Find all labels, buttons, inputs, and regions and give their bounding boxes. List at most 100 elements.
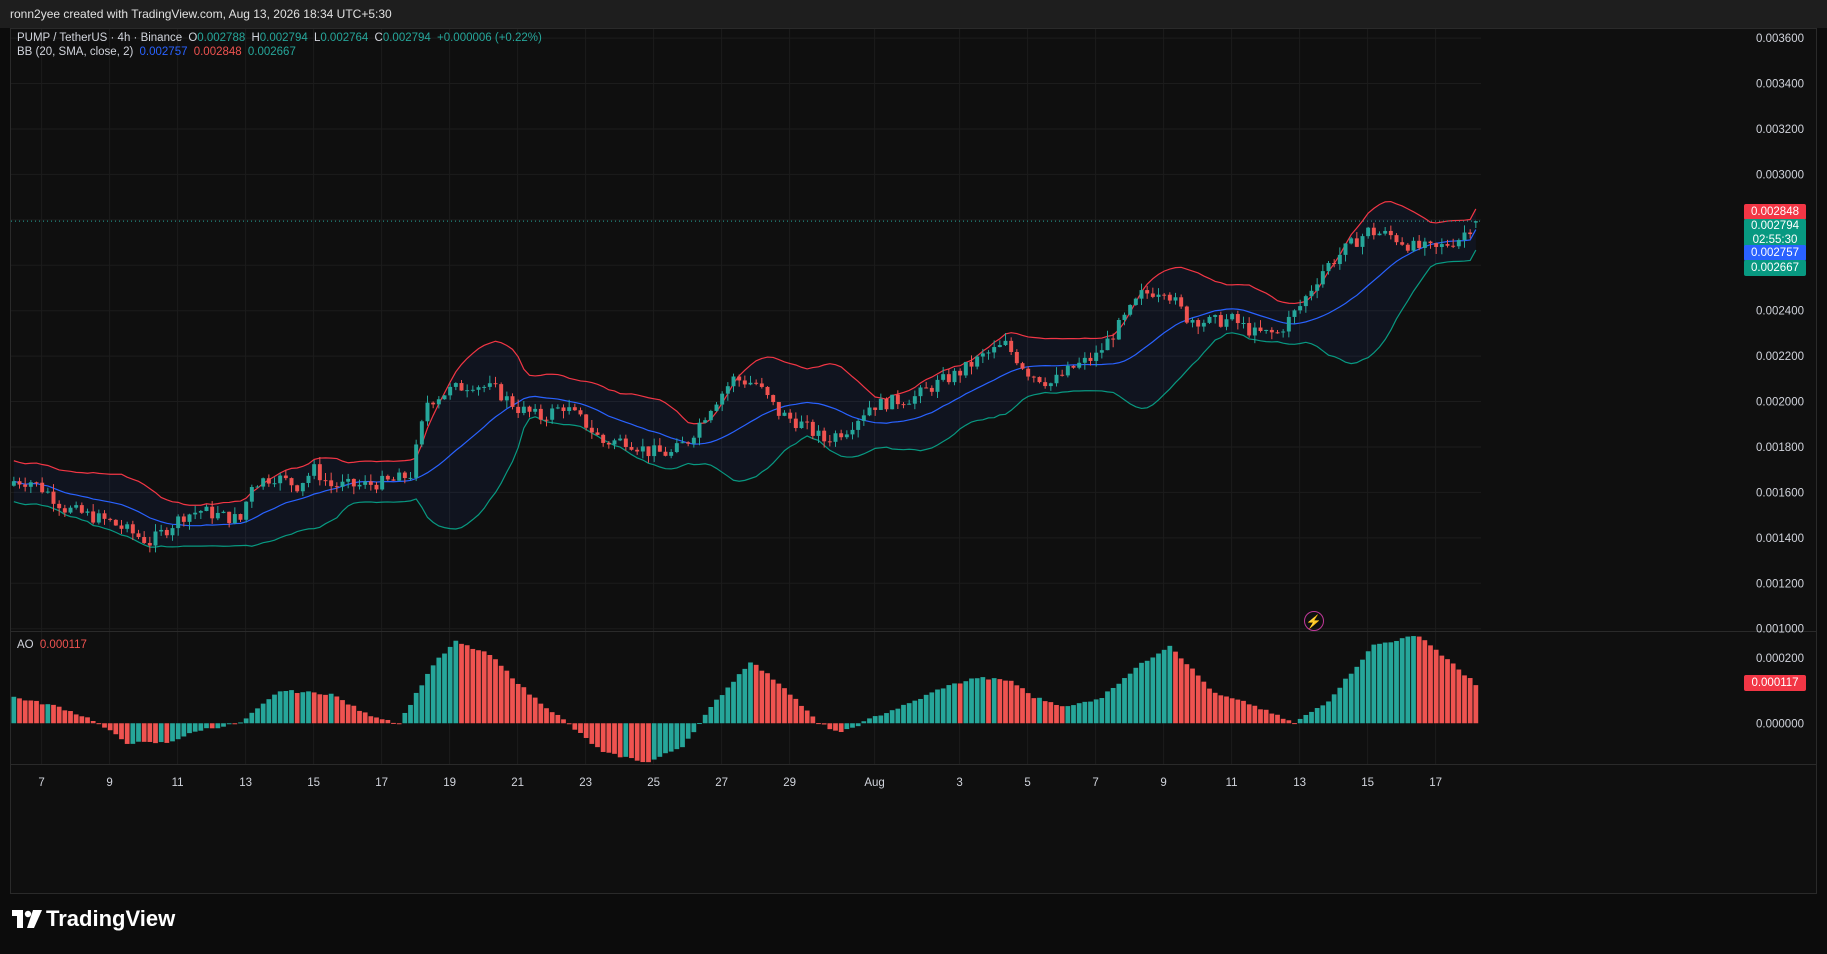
candle-body[interactable] [867, 407, 872, 416]
candle-body[interactable] [1354, 238, 1359, 247]
ao-histogram-bar[interactable] [538, 703, 544, 724]
ao-histogram-bar[interactable] [1263, 709, 1269, 724]
candle-body[interactable] [782, 412, 787, 416]
ao-histogram-bar[interactable] [442, 653, 447, 724]
candle-body[interactable] [1162, 294, 1167, 296]
ao-histogram-bar[interactable] [895, 708, 901, 724]
candle-body[interactable] [1473, 221, 1478, 223]
ao-histogram-bar[interactable] [1122, 678, 1127, 724]
ao-histogram-bar[interactable] [929, 692, 935, 724]
candle-body[interactable] [924, 387, 929, 389]
candle-body[interactable] [1167, 294, 1172, 301]
candle-body[interactable] [113, 519, 118, 526]
ao-histogram-bar[interactable] [368, 716, 374, 724]
candle-body[interactable] [1468, 232, 1473, 235]
candle-body[interactable] [255, 486, 260, 488]
ao-histogram-bar[interactable] [923, 694, 929, 724]
candle-body[interactable] [499, 384, 504, 401]
candle-body[interactable] [130, 524, 135, 534]
candle-body[interactable] [210, 506, 215, 519]
candle-body[interactable] [952, 370, 957, 383]
candle-body[interactable] [788, 412, 793, 419]
candle-body[interactable] [1269, 329, 1274, 333]
ao-histogram-bar[interactable] [685, 723, 691, 739]
ao-histogram-bar[interactable] [396, 723, 402, 725]
ao-histogram-bar[interactable] [1139, 662, 1144, 724]
candle-body[interactable] [368, 481, 373, 485]
ao-histogram-bar[interactable] [1388, 642, 1394, 724]
ao-histogram-bar[interactable] [759, 670, 765, 724]
candle-body[interactable] [771, 395, 776, 403]
candle-body[interactable] [1196, 320, 1201, 327]
ao-histogram-bar[interactable] [629, 723, 634, 759]
candle-body[interactable] [340, 481, 345, 487]
ao-histogram-bar[interactable] [334, 696, 340, 724]
ao-histogram-bar[interactable] [476, 650, 481, 724]
ao-histogram-bar[interactable] [300, 692, 306, 724]
ao-histogram-bar[interactable] [578, 723, 583, 733]
ao-histogram-bar[interactable] [1462, 675, 1467, 724]
ao-histogram-bar[interactable] [1054, 704, 1059, 724]
ao-histogram-bar[interactable] [28, 700, 34, 724]
ao-histogram-bar[interactable] [192, 723, 198, 732]
ao-histogram-bar[interactable] [181, 723, 187, 737]
candle-body[interactable] [329, 480, 334, 487]
candle-body[interactable] [1411, 240, 1416, 251]
candle-body[interactable] [346, 478, 351, 482]
ao-histogram-bar[interactable] [1003, 680, 1008, 724]
ao-histogram-bar[interactable] [385, 719, 391, 724]
ao-histogram-bar[interactable] [238, 722, 243, 724]
ao-histogram-bar[interactable] [232, 723, 238, 725]
candle-body[interactable] [1332, 263, 1337, 265]
candle-body[interactable] [1060, 374, 1065, 376]
ao-histogram-bar[interactable] [90, 721, 96, 724]
candle-body[interactable] [640, 446, 645, 452]
candle-body[interactable] [584, 414, 589, 428]
candle-body[interactable] [748, 382, 753, 385]
ao-histogram-bar[interactable] [419, 685, 425, 724]
ao-histogram-bar[interactable] [1416, 636, 1422, 724]
candle-body[interactable] [221, 511, 226, 513]
candle-body[interactable] [1371, 227, 1376, 236]
candle-body[interactable] [1026, 368, 1031, 377]
ao-histogram-bar[interactable] [1269, 713, 1275, 724]
ao-histogram-bar[interactable] [1037, 697, 1042, 724]
candle-body[interactable] [907, 403, 912, 405]
candle-body[interactable] [861, 415, 866, 421]
ao-histogram-bar[interactable] [544, 708, 549, 724]
candle-body[interactable] [470, 389, 475, 391]
candle-body[interactable] [317, 464, 322, 481]
candle-body[interactable] [442, 395, 447, 400]
ao-histogram-bar[interactable] [827, 723, 833, 730]
candle-body[interactable] [1451, 245, 1456, 247]
candle-body[interactable] [1020, 363, 1025, 369]
candle-body[interactable] [1082, 357, 1087, 363]
candle-body[interactable] [663, 451, 668, 456]
ao-histogram-bar[interactable] [1360, 659, 1365, 724]
ao-histogram-bar[interactable] [1190, 668, 1195, 724]
candle-body[interactable] [1173, 297, 1178, 301]
candle-body[interactable] [544, 419, 549, 421]
ao-histogram-bar[interactable] [498, 665, 504, 724]
ao-histogram-bar[interactable] [651, 723, 657, 760]
ao-histogram-bar[interactable] [719, 695, 725, 724]
ao-histogram-bar[interactable] [1309, 711, 1314, 724]
candle-body[interactable] [567, 407, 572, 411]
ao-histogram-bar[interactable] [1088, 701, 1093, 724]
ao-histogram-bar[interactable] [215, 723, 221, 729]
ao-histogram-bar[interactable] [742, 668, 748, 724]
ao-histogram-bar[interactable] [107, 723, 113, 731]
ao-histogram-bar[interactable] [861, 721, 867, 724]
candle-body[interactable] [465, 390, 470, 392]
ao-histogram-bar[interactable] [1133, 667, 1139, 724]
ao-histogram-bar[interactable] [1184, 664, 1190, 724]
ao-histogram-bar[interactable] [1008, 680, 1014, 724]
candle-body[interactable] [1264, 329, 1269, 331]
ao-histogram-bar[interactable] [821, 723, 827, 725]
ao-histogram-bar[interactable] [583, 723, 589, 738]
ao-histogram-bar[interactable] [1399, 638, 1405, 724]
ao-histogram-bar[interactable] [1127, 673, 1133, 724]
ao-histogram-bar[interactable] [634, 723, 640, 761]
ao-histogram-bar[interactable] [1235, 699, 1241, 724]
candle-body[interactable] [453, 383, 458, 387]
